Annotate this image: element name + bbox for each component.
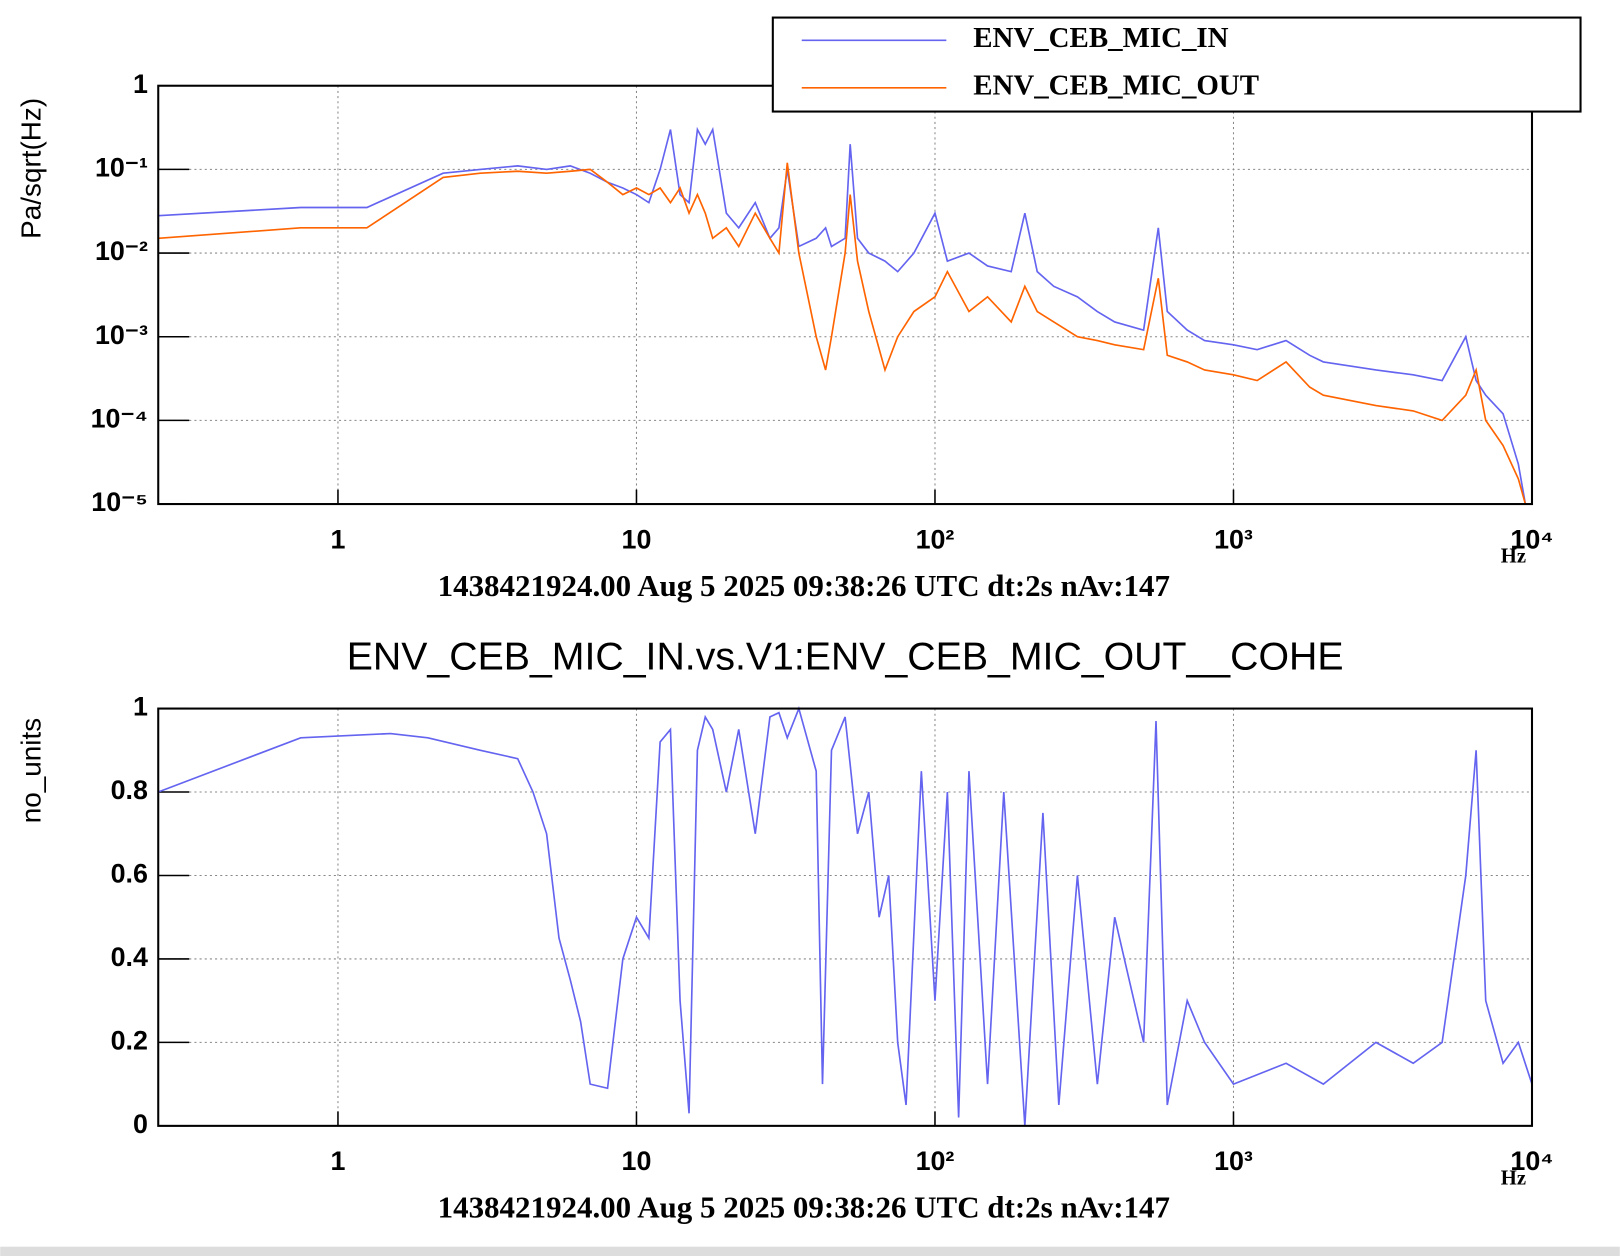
window-edge bbox=[0, 1246, 1620, 1256]
x-axis-label: 1438421924.00 Aug 5 2025 09:38:26 UTC dt… bbox=[438, 568, 1170, 603]
y-tick-label: 1 bbox=[133, 692, 148, 722]
y-tick-label: 0.8 bbox=[111, 775, 148, 805]
x-tick-label: 10³ bbox=[1214, 524, 1253, 554]
y-tick-label: 1 bbox=[133, 69, 148, 99]
y-tick-label: 0.6 bbox=[111, 859, 148, 889]
y-tick-label: 0 bbox=[133, 1109, 148, 1139]
y-tick-label: 0.2 bbox=[111, 1025, 148, 1055]
y-axis-label: no_units bbox=[16, 718, 47, 823]
y-tick-label: 10⁻⁴ bbox=[91, 403, 148, 433]
x-tick-label: 10² bbox=[916, 524, 955, 554]
y-tick-label: 10⁻³ bbox=[95, 320, 148, 350]
x-tick-label: 1 bbox=[330, 1146, 345, 1176]
y-tick-label: 10⁻⁵ bbox=[91, 487, 148, 517]
y-tick-label: 10⁻² bbox=[95, 236, 148, 266]
x-tick-label: 10 bbox=[622, 1146, 652, 1176]
legend-label: ENV_CEB_MIC_OUT bbox=[973, 69, 1259, 101]
series-line bbox=[158, 162, 1527, 505]
x-axis-label: 1438421924.00 Aug 5 2025 09:38:26 UTC dt… bbox=[438, 1190, 1170, 1225]
x-tick-label: 1 bbox=[330, 524, 345, 554]
plot-frame bbox=[157, 707, 1534, 1127]
x-axis-unit: Hz bbox=[1501, 1167, 1526, 1189]
x-tick-label: 10⁴ bbox=[1510, 1146, 1553, 1176]
series-line bbox=[158, 126, 1527, 505]
legend-box bbox=[771, 16, 1582, 113]
x-tick-label: 10⁴ bbox=[1510, 524, 1553, 554]
x-axis-unit: Hz bbox=[1501, 545, 1526, 567]
y-axis-label: Pa/sqrt(Hz) bbox=[16, 98, 47, 239]
y-tick-label: 0.4 bbox=[111, 942, 148, 972]
y-tick-label: 10⁻¹ bbox=[95, 152, 148, 182]
series-line bbox=[157, 705, 1533, 1126]
x-tick-label: 10² bbox=[916, 1146, 955, 1176]
x-tick-label: 10 bbox=[622, 524, 652, 554]
chart-title: ENV_CEB_MIC_IN.vs.V1:ENV_CEB_MIC_OUT__CO… bbox=[347, 634, 1344, 678]
x-tick-label: 10³ bbox=[1214, 1146, 1253, 1176]
legend-label: ENV_CEB_MIC_IN bbox=[973, 22, 1228, 54]
